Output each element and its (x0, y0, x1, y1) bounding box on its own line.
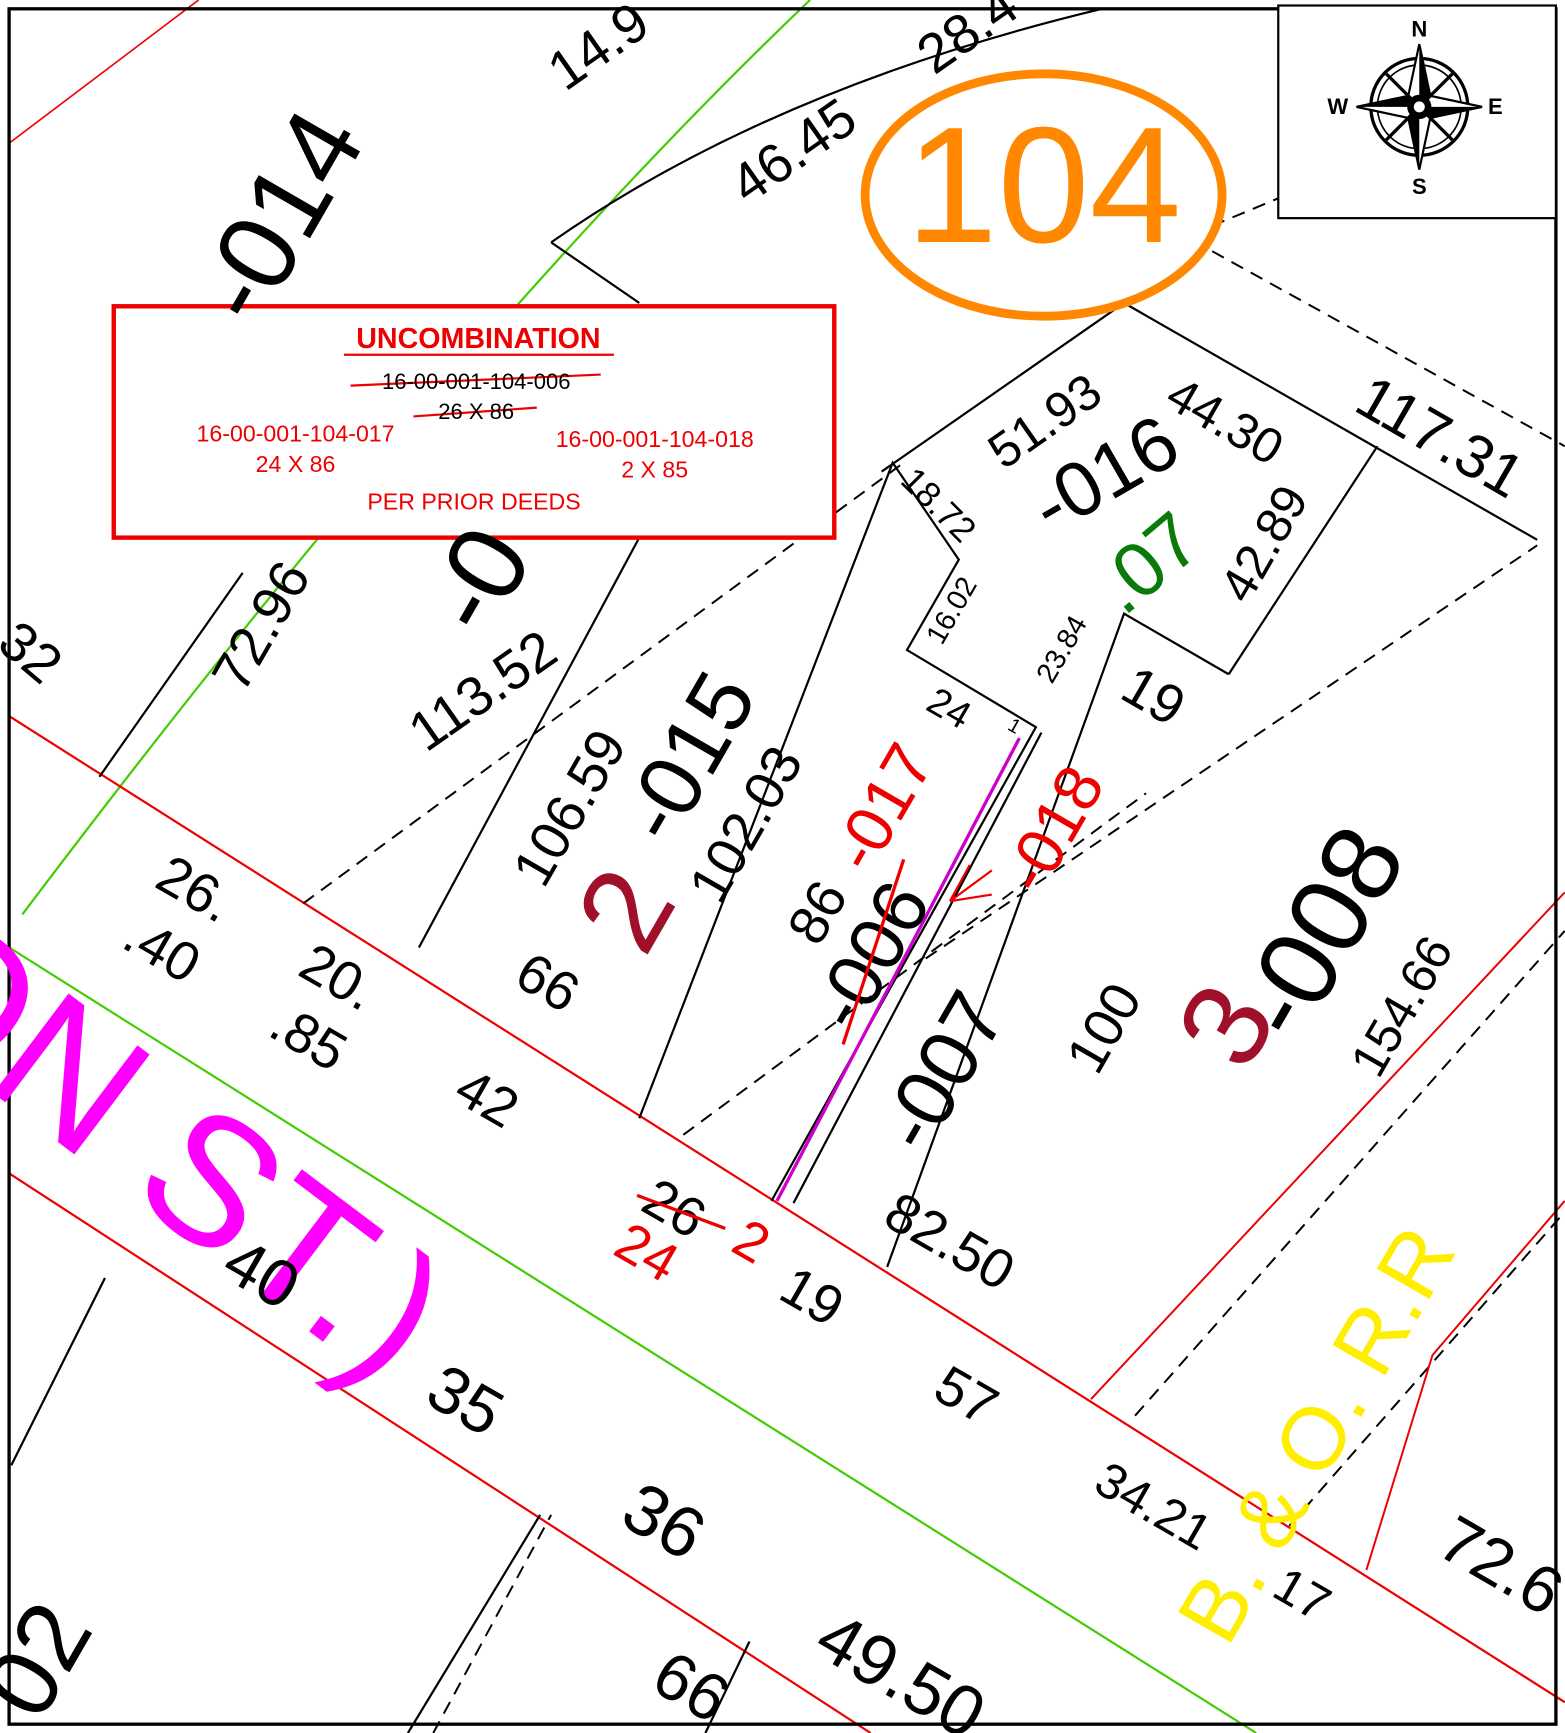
parcel-id: 16-00-001-104-018 (556, 426, 754, 452)
page: {"map_number": "104", "compass": {"north… (0, 0, 1565, 1733)
parcel-size: 2 X 85 (621, 457, 688, 483)
compass-n: N (1411, 17, 1427, 42)
map-number: 104 (906, 93, 1182, 278)
parcel-id: 16-00-001-104-017 (197, 420, 395, 446)
tax-map: 104 N S W E UNCOMBINATION 16-00-001-104-006 26 … (0, 0, 1565, 1733)
compass-e: E (1488, 94, 1503, 119)
struck-size: 26 X 86 (438, 399, 514, 424)
compass-w: W (1327, 94, 1348, 119)
notice-note: PER PRIOR DEEDS (367, 489, 580, 515)
notice-title: UNCOMBINATION (356, 323, 600, 355)
struck-parcel: 16-00-001-104-006 (382, 369, 571, 394)
parcel-size: 24 X 86 (256, 451, 336, 477)
compass-s: S (1412, 174, 1427, 199)
